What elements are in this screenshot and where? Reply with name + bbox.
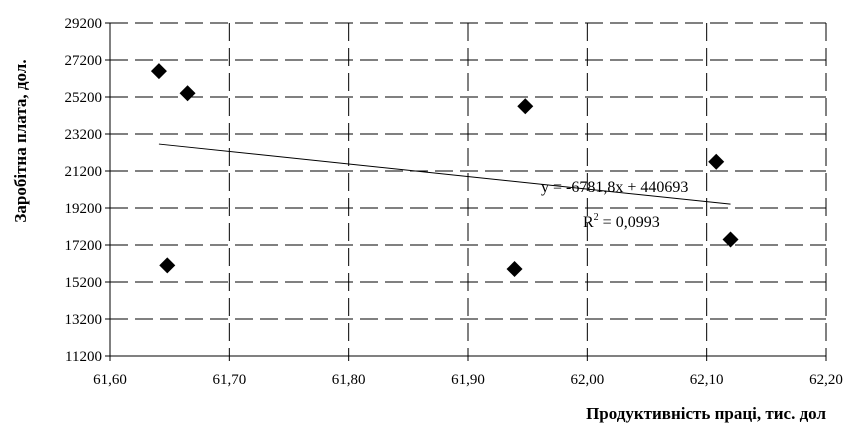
tick-labels: 11200 13200 15200 17200 19200 21200 23200 25200…	[65, 16, 843, 388]
y-tick-label: 13200	[65, 312, 103, 328]
x-tick-label: 61,70	[212, 372, 246, 388]
data-point-diamond	[506, 261, 523, 278]
data-point-diamond	[517, 98, 534, 115]
trendline-group	[158, 143, 731, 205]
y-tick-label: 23200	[65, 127, 103, 143]
y-tick-label: 11200	[65, 349, 102, 365]
data-points	[150, 63, 739, 278]
r-squared-exponent: 2	[594, 212, 599, 223]
y-tick-label: 17200	[65, 238, 103, 254]
y-tick-label: 27200	[65, 53, 103, 69]
y-tick-label: 21200	[65, 164, 103, 180]
x-tick-label: 62,10	[690, 372, 724, 388]
r-squared-value: = 0,0993	[599, 214, 660, 231]
y-tick-label: 15200	[65, 275, 103, 291]
y-tick-label: 19200	[65, 201, 103, 217]
trendline	[158, 143, 731, 205]
y-tick-label: 29200	[65, 16, 103, 32]
r-squared-label: R2 = 0,0993	[583, 212, 660, 231]
grid-lines	[110, 22, 827, 356]
data-point-diamond	[722, 231, 739, 248]
x-tick-label: 61,80	[332, 372, 366, 388]
data-point-diamond	[150, 63, 167, 80]
data-point-diamond	[159, 257, 176, 274]
axes	[105, 22, 827, 361]
x-tick-label: 61,90	[451, 372, 485, 388]
r-squared-symbol: R	[583, 214, 594, 231]
x-tick-label: 62,20	[809, 372, 843, 388]
data-point-diamond	[179, 85, 196, 102]
x-axis-title: Продуктивність праці, тис. дол	[586, 404, 826, 423]
trendline-equation: y = -6781,8x + 440693	[541, 179, 688, 196]
data-point-diamond	[708, 153, 725, 170]
x-tick-label: 62,00	[570, 372, 604, 388]
y-tick-label: 25200	[65, 90, 103, 106]
y-axis-title: Заробітна плата, дол.	[11, 59, 30, 222]
x-tick-label: 61,60	[93, 372, 127, 388]
